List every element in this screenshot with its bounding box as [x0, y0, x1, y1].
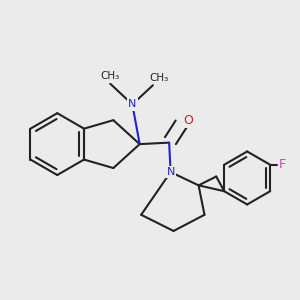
Text: F: F — [279, 158, 286, 171]
Text: N: N — [167, 167, 175, 177]
Text: CH₃: CH₃ — [100, 71, 120, 81]
Text: O: O — [183, 114, 193, 127]
Text: CH₃: CH₃ — [149, 73, 169, 83]
Text: N: N — [128, 99, 136, 110]
